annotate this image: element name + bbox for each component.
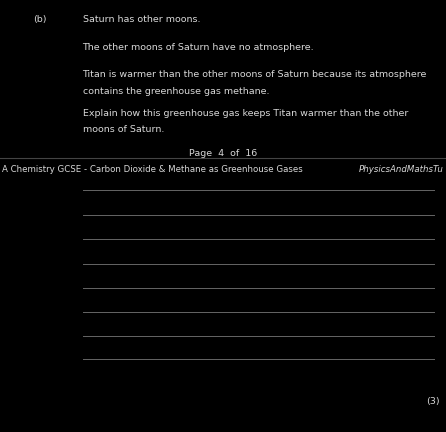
Text: Titan is warmer than the other moons of Saturn because its atmosphere: Titan is warmer than the other moons of … — [83, 70, 427, 79]
Text: (3): (3) — [425, 397, 439, 406]
Text: contains the greenhouse gas methane.: contains the greenhouse gas methane. — [83, 87, 269, 96]
Text: moons of Saturn.: moons of Saturn. — [83, 125, 164, 134]
Text: Page  4  of  16: Page 4 of 16 — [189, 149, 257, 158]
Text: The other moons of Saturn have no atmosphere.: The other moons of Saturn have no atmosp… — [83, 43, 314, 52]
Text: Explain how this greenhouse gas keeps Titan warmer than the other: Explain how this greenhouse gas keeps Ti… — [83, 109, 408, 118]
Text: A Chemistry GCSE - Carbon Dioxide & Methane as Greenhouse Gases: A Chemistry GCSE - Carbon Dioxide & Meth… — [2, 165, 303, 174]
Text: PhysicsAndMathsTu: PhysicsAndMathsTu — [359, 165, 444, 174]
Text: Saturn has other moons.: Saturn has other moons. — [83, 15, 200, 24]
Text: (b): (b) — [33, 15, 47, 24]
